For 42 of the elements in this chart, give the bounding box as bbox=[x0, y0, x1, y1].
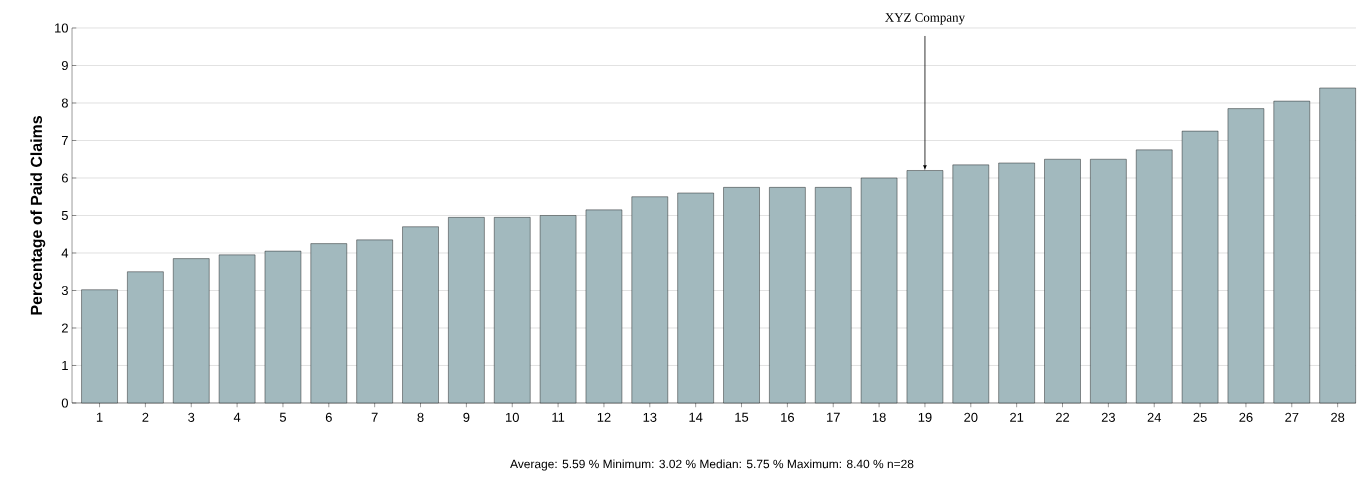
x-tick-label: 15 bbox=[735, 412, 749, 422]
x-tick-label: 26 bbox=[1239, 412, 1253, 422]
x-tick-label: 8 bbox=[417, 412, 424, 422]
x-tick-label: 14 bbox=[689, 412, 703, 422]
y-tick-label: 10 bbox=[55, 23, 68, 33]
y-tick-label: 1 bbox=[62, 361, 68, 370]
x-tick-label: 17 bbox=[827, 412, 840, 422]
y-tick-label: 3 bbox=[61, 285, 68, 296]
y-tick-label: 5 bbox=[61, 210, 68, 220]
y-tick-label: 7 bbox=[61, 136, 68, 145]
x-tick-label: 6 bbox=[325, 412, 332, 422]
x-tick-label: 16 bbox=[781, 412, 795, 422]
x-tick-label: 1 bbox=[96, 412, 103, 422]
y-axis-title: Percentage of Paid Claims bbox=[30, 116, 46, 315]
x-tick-label: 9 bbox=[463, 412, 470, 422]
x-tick-label: 7 bbox=[371, 412, 378, 422]
x-tick-label: 2 bbox=[142, 412, 149, 422]
x-tick-label: 27 bbox=[1285, 412, 1299, 422]
x-tick-label: 24 bbox=[1147, 412, 1162, 422]
x-tick-label: 22 bbox=[1055, 412, 1070, 422]
x-tick-label: 12 bbox=[597, 412, 611, 422]
x-tick-label: 20 bbox=[964, 412, 978, 422]
y-tick-label: 0 bbox=[61, 398, 68, 408]
y-tick-label: 8 bbox=[61, 98, 68, 108]
y-tick-label: 4 bbox=[61, 248, 69, 258]
y-tick-label: 9 bbox=[61, 60, 68, 71]
y-tick-label: 2 bbox=[61, 323, 68, 333]
x-tick-label: 18 bbox=[872, 412, 886, 422]
annotation: XYZ Company bbox=[885, 13, 965, 25]
y-tick-label: 6 bbox=[61, 173, 68, 183]
x-tick-label: 25 bbox=[1193, 412, 1207, 422]
x-tick-label: 4 bbox=[233, 412, 241, 422]
text: Average: 5.59 % Minimum: 3.02 % Median: 5.75 % Maximum: 8.40 % n=28 bbox=[510, 459, 914, 471]
x-tick-label: 19 bbox=[918, 412, 932, 422]
x-tick-label: 11 bbox=[552, 412, 565, 422]
x-tick-label: 28 bbox=[1331, 412, 1345, 422]
x-tick-label: 5 bbox=[279, 412, 287, 422]
x-tick-label: 10 bbox=[506, 412, 519, 422]
x-tick-label: 3 bbox=[188, 412, 195, 422]
x-tick-label: 23 bbox=[1101, 412, 1116, 422]
x-tick-label: 21 bbox=[1010, 412, 1024, 422]
x-tick-label: 13 bbox=[643, 412, 657, 422]
